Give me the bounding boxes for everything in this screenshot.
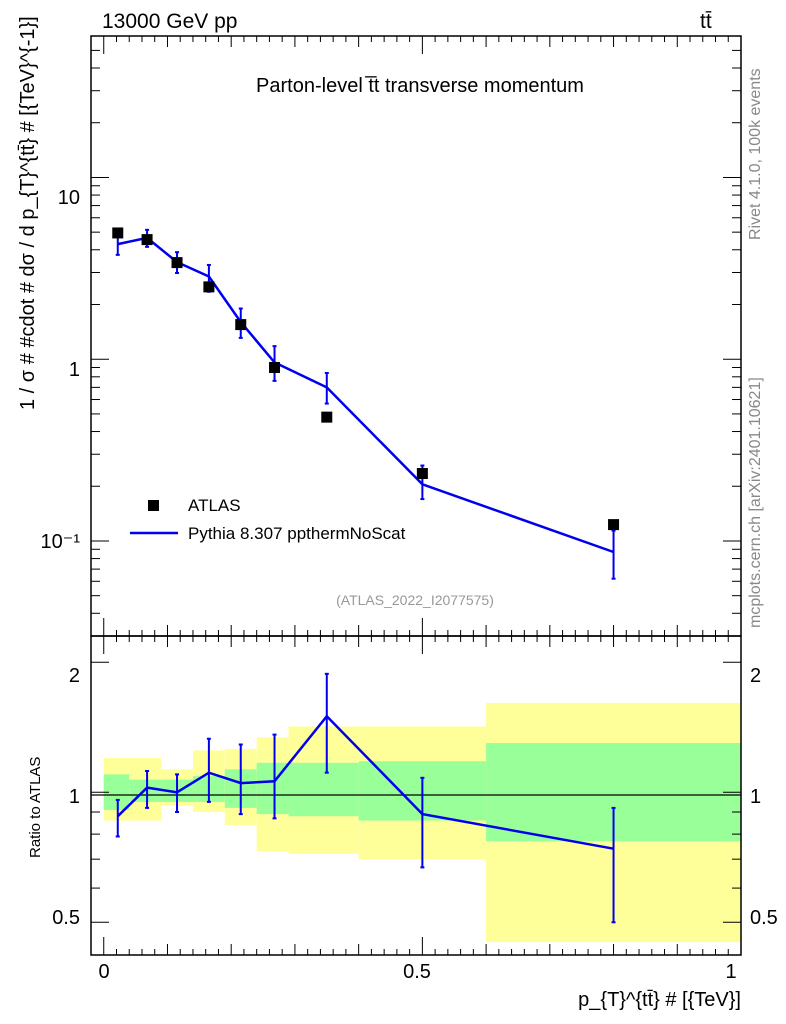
chart-title: Parton-level t̅t transverse momentum	[256, 75, 584, 97]
data-point	[269, 362, 281, 374]
main-y-tick-label-2: 1	[69, 359, 80, 381]
data-point	[416, 468, 428, 480]
legend-label-pythia: Pythia 8.307 ppthermNoScat	[188, 524, 406, 543]
legend-marker-atlas	[148, 500, 159, 511]
ratio-y-tick-label-2: 1	[69, 786, 80, 808]
data-point	[141, 234, 153, 246]
ratio-panel: 0.5 1 2 0.5 1 2 Ratio to ATLAS 0 0.5 1 p…	[27, 635, 778, 1011]
legend: ATLAS Pythia 8.307 ppthermNoScat	[130, 496, 406, 543]
ratio-y-tick-label-1: 0.5	[52, 907, 80, 929]
ratio-y-tick-label-1-right: 0.5	[750, 907, 778, 929]
x-tick-label-0: 0	[98, 961, 109, 983]
x-tick-label-1: 0.5	[403, 961, 431, 983]
energy-label: 13000 GeV pp	[102, 10, 237, 33]
main-panel: Parton-level t̅t transverse momentum (AT…	[17, 16, 742, 637]
ratio-frame	[90, 635, 742, 956]
main-y-tick-label-3: 10	[58, 187, 80, 209]
uncertainty-band-green	[288, 762, 359, 817]
legend-label-atlas: ATLAS	[188, 496, 241, 515]
analysis-id: (ATLAS_2022_I2077575)	[336, 592, 494, 608]
data-point	[171, 257, 183, 269]
x-axis-label: p_{T}^{tt̄} # [{TeV}]	[578, 989, 741, 1011]
data-point	[235, 319, 247, 331]
mcplots-label: mcplots.cern.ch [arXiv:2401.10621]	[747, 377, 764, 628]
ratio-y-axis-label: Ratio to ATLAS	[27, 757, 44, 858]
data-point	[321, 411, 333, 423]
x-tick-label-2: 1	[725, 961, 736, 983]
ratio-y-tick-label-3: 2	[69, 665, 80, 687]
data-point	[203, 281, 215, 293]
data-point	[608, 519, 620, 531]
rivet-version-label: Rivet 4.1.0, 100k events	[747, 68, 764, 240]
process-label: tt̄	[700, 10, 712, 33]
main-frame	[90, 35, 742, 637]
main-y-axis-label: 1 / σ # #cdot # dσ / d p_{T}^{tt̄} # [{T…	[17, 16, 39, 410]
ratio-y-tick-label-2-right: 1	[750, 786, 761, 808]
data-point	[112, 227, 124, 239]
ratio-y-tick-label-3-right: 2	[750, 665, 761, 687]
main-y-tick-label-1: 10⁻¹	[41, 531, 81, 553]
